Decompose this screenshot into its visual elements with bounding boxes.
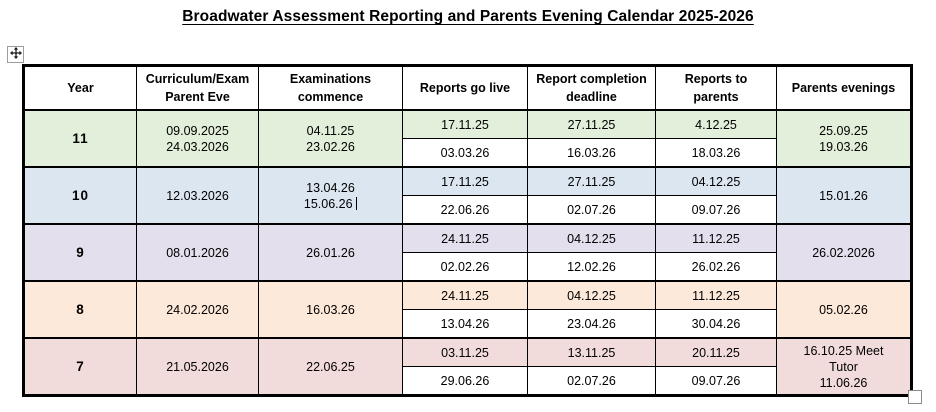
header-reports-go-live[interactable]: Reports go live xyxy=(402,65,528,111)
cell-exams-commence[interactable]: 13.04.26 15.06.26 xyxy=(258,166,403,225)
table-resize-handle[interactable] xyxy=(908,390,922,404)
cell-reports-to-parents[interactable]: 26.02.26 xyxy=(655,252,777,282)
header-curriculum-exam-parent-eve[interactable]: Curriculum/Exam Parent Eve xyxy=(136,65,259,111)
cell-parent-eve[interactable]: 24.02.2026 xyxy=(136,280,259,339)
cell-report-deadline[interactable]: 04.12.25 xyxy=(527,223,656,253)
cell-reports-to-parents[interactable]: 4.12.25 xyxy=(655,109,777,139)
cell-reports-to-parents[interactable]: 04.12.25 xyxy=(655,166,777,196)
cell-exams-commence[interactable]: 16.03.26 xyxy=(258,280,403,339)
year-9-row-b: 02.02.26 12.02.26 26.02.26 xyxy=(24,252,912,282)
document-title[interactable]: Broadwater Assessment Reporting and Pare… xyxy=(182,8,754,25)
cell-reports-to-parents[interactable]: 20.11.25 xyxy=(655,337,777,367)
header-examinations-commence[interactable]: Examinations commence xyxy=(258,65,403,111)
cell-reports-to-parents[interactable]: 09.07.26 xyxy=(655,366,777,396)
cell-reports-to-parents[interactable]: 18.03.26 xyxy=(655,138,777,168)
cell-year[interactable]: 9 xyxy=(23,223,137,282)
year-10-row-b: 22.06.26 02.07.26 09.07.26 xyxy=(24,195,912,225)
year-9-row-a: 9 08.01.2026 26.01.26 24.11.25 04.12.25 … xyxy=(23,223,912,282)
cell-parents-evenings[interactable]: 16.10.25 Meet Tutor 11.06.26 xyxy=(776,337,912,396)
assessment-calendar-table: Year Curriculum/Exam Parent Eve Examinat… xyxy=(22,64,913,397)
year-7-row-a: 7 21.05.2026 22.06.25 03.11.25 13.11.25 … xyxy=(23,337,912,396)
cell-year[interactable]: 7 xyxy=(23,337,137,396)
cell-report-deadline[interactable]: 27.11.25 xyxy=(527,109,656,139)
cell-reports-go-live[interactable]: 29.06.26 xyxy=(402,366,528,396)
cell-reports-go-live[interactable]: 22.06.26 xyxy=(402,195,528,225)
cell-exams-commence[interactable]: 26.01.26 xyxy=(258,223,403,282)
cell-report-deadline[interactable]: 04.12.25 xyxy=(527,280,656,310)
cell-exams-commence[interactable]: 22.06.25 xyxy=(258,337,403,396)
year-8-row-a: 8 24.02.2026 16.03.26 24.11.25 04.12.25 … xyxy=(23,280,912,339)
cell-parent-eve[interactable]: 09.09.2025 24.03.2026 xyxy=(136,109,259,168)
year-7-row-b: 29.06.26 02.07.26 09.07.26 xyxy=(24,366,912,396)
cell-reports-go-live[interactable]: 24.11.25 xyxy=(402,280,528,310)
cell-report-deadline[interactable]: 12.02.26 xyxy=(527,252,656,282)
table-move-icon xyxy=(9,46,22,64)
cell-report-deadline[interactable]: 13.11.25 xyxy=(527,337,656,367)
cell-report-deadline[interactable]: 02.07.26 xyxy=(527,195,656,225)
cell-report-deadline[interactable]: 23.04.26 xyxy=(527,309,656,339)
cell-parents-evenings[interactable]: 05.02.26 xyxy=(776,280,912,339)
cell-year[interactable]: 10 xyxy=(23,166,137,225)
year-11-row-a: 11 09.09.2025 24.03.2026 04.11.25 23.02.… xyxy=(23,109,912,168)
calendar-table-wrapper: Year Curriculum/Exam Parent Eve Examinat… xyxy=(22,64,913,397)
header-parents-evenings[interactable]: Parents evenings xyxy=(776,65,912,111)
cell-reports-to-parents[interactable]: 11.12.25 xyxy=(655,280,777,310)
table-header-row: Year Curriculum/Exam Parent Eve Examinat… xyxy=(23,65,912,111)
cell-reports-go-live[interactable]: 03.11.25 xyxy=(402,337,528,367)
header-reports-to-parents[interactable]: Reports to parents xyxy=(655,65,777,111)
cell-parent-eve[interactable]: 21.05.2026 xyxy=(136,337,259,396)
cell-reports-go-live[interactable]: 13.04.26 xyxy=(402,309,528,339)
cell-reports-go-live[interactable]: 24.11.25 xyxy=(402,223,528,253)
cell-year[interactable]: 8 xyxy=(23,280,137,339)
cell-reports-go-live[interactable]: 03.03.26 xyxy=(402,138,528,168)
table-move-handle[interactable] xyxy=(7,46,24,63)
cell-parents-evenings[interactable]: 25.09.25 19.03.26 xyxy=(776,109,912,168)
year-10-row-a: 10 12.03.2026 13.04.26 15.06.26 17.11.25… xyxy=(23,166,912,225)
cell-year[interactable]: 11 xyxy=(23,109,137,168)
cell-parents-evenings[interactable]: 26.02.2026 xyxy=(776,223,912,282)
cell-reports-go-live[interactable]: 02.02.26 xyxy=(402,252,528,282)
cell-reports-go-live[interactable]: 17.11.25 xyxy=(402,109,528,139)
cell-exams-commence[interactable]: 04.11.25 23.02.26 xyxy=(258,109,403,168)
cell-parent-eve[interactable]: 12.03.2026 xyxy=(136,166,259,225)
header-year[interactable]: Year xyxy=(23,65,137,111)
cell-report-deadline[interactable]: 02.07.26 xyxy=(527,366,656,396)
header-report-completion-deadline[interactable]: Report completion deadline xyxy=(527,65,656,111)
cell-reports-to-parents[interactable]: 09.07.26 xyxy=(655,195,777,225)
cell-report-deadline[interactable]: 27.11.25 xyxy=(527,166,656,196)
cell-reports-to-parents[interactable]: 30.04.26 xyxy=(655,309,777,339)
cell-parents-evenings[interactable]: 15.01.26 xyxy=(776,166,912,225)
year-11-row-b: 03.03.26 16.03.26 18.03.26 xyxy=(24,138,912,168)
year-8-row-b: 13.04.26 23.04.26 30.04.26 xyxy=(24,309,912,339)
cell-parent-eve[interactable]: 08.01.2026 xyxy=(136,223,259,282)
text-cursor xyxy=(355,196,358,210)
cell-reports-go-live[interactable]: 17.11.25 xyxy=(402,166,528,196)
cell-reports-to-parents[interactable]: 11.12.25 xyxy=(655,223,777,253)
cell-report-deadline[interactable]: 16.03.26 xyxy=(527,138,656,168)
